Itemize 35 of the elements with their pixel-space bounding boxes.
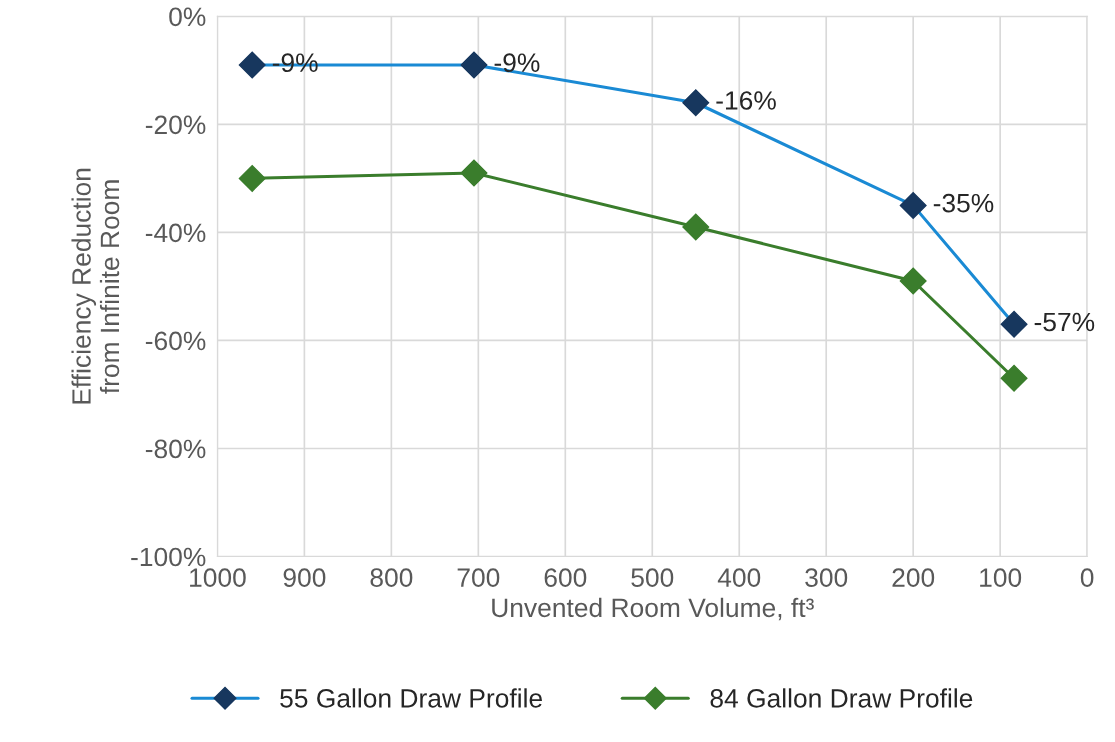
y-axis-title: Efficiency Reduction from Infinite Room [71,168,120,404]
legend-label: 55 Gallon Draw Profile [280,688,542,708]
point [899,267,927,295]
y-tick-label: -20% [145,115,206,135]
point [682,89,710,117]
y-tick-label: -40% [145,223,206,243]
point [460,51,488,79]
legend-label: 84 Gallon Draw Profile [710,688,973,708]
y-tick-label: -60% [145,331,206,351]
x-tick-label: 400 [717,568,761,587]
y-tick-label: -80% [145,439,206,459]
x-tick-label: 300 [805,568,848,587]
point [238,164,266,192]
point [460,159,488,187]
point [899,191,927,219]
x-axis-title: Unvented Room Volume, ft³ [492,597,814,621]
x-tick-label: 900 [283,568,326,587]
x-tick-label: 100 [980,568,1022,587]
x-tick-label: 1000 [190,568,246,587]
x-tick-label: 800 [370,568,413,587]
x-tick-label: 0 [1080,568,1094,587]
data-label: -9% [494,53,540,73]
point [1000,364,1028,392]
data-label: -57% [1034,312,1095,332]
x-tick-label: 700 [457,568,500,587]
point [682,213,710,241]
data-label: -35% [933,193,994,213]
y-tick-label: 0% [169,7,206,27]
y-tick-label: -100% [131,547,206,567]
x-tick-label: 600 [544,568,587,587]
data-label: -16% [716,91,776,110]
x-tick-label: 500 [631,568,674,587]
point [238,51,266,79]
point [1000,310,1028,338]
x-tick-label: 200 [892,568,935,587]
